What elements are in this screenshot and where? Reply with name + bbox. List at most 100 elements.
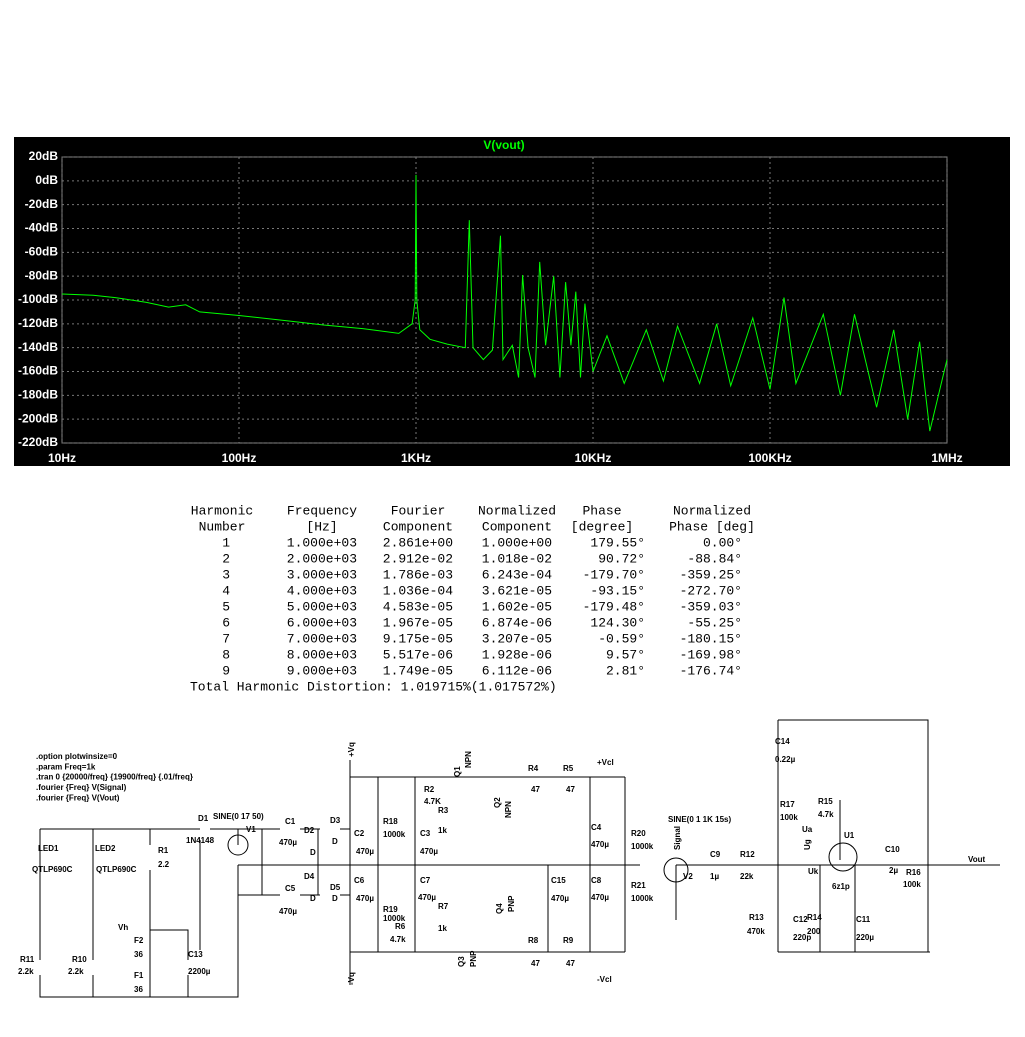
component-label: D5 [330,883,341,892]
table-cell: 1.786e-03 [383,567,453,582]
table-header: Frequency [287,503,357,518]
component-label: 100k [903,880,921,889]
component-label: NPN [504,801,513,818]
component-label: R15 [818,797,833,806]
table-cell: 1.602e-05 [482,599,552,614]
component-label: R4 [528,764,539,773]
component-label: 470µ [418,893,436,902]
table-cell: 3.207e-05 [482,631,552,646]
component-label: R8 [528,936,539,945]
table-cell: -180.15° [680,631,742,646]
y-tick-label: -120dB [18,316,58,330]
component-label: C13 [188,950,203,959]
component-label: R17 [780,800,795,809]
component-label: 470µ [591,840,609,849]
component-label: Uk [808,867,819,876]
table-cell: 3.621e-05 [482,583,552,598]
component-label: 470µ [591,893,609,902]
table-cell: 3.000e+03 [287,567,357,582]
component-label: C12 [793,915,808,924]
component-label: 47 [566,785,575,794]
component-label: D [310,894,316,903]
component-label: C14 [775,737,790,746]
table-cell: 2.912e-02 [383,551,453,566]
component-label: C15 [551,876,566,885]
component-label: D [310,848,316,857]
component-label: 1000k [383,914,406,923]
table-total: Total Harmonic Distortion: 1.019715%(1.0… [190,679,557,694]
y-tick-label: -140dB [18,340,58,354]
component-label: 2.2k [18,967,34,976]
component-label: 200 [807,927,821,936]
component-label: C1 [285,817,296,826]
table-cell: 1.036e-04 [383,583,453,598]
component-label: R20 [631,829,646,838]
component-label: C8 [591,876,602,885]
component-label: QTLP690C [96,865,137,874]
y-tick-label: -60dB [25,245,59,259]
y-tick-label: -80dB [25,268,59,282]
y-tick-label: -220dB [18,435,58,449]
component-label: LED1 [38,844,59,853]
spice-directive: .tran 0 {20000/freq} {19900/freq} {.01/f… [36,773,193,782]
component-label: Q2 [493,797,502,808]
component-label: F1 [134,971,144,980]
component-label: Vout [968,855,986,864]
component-label: 470µ [279,907,297,916]
component-label: D1 [198,814,209,823]
component-label: C3 [420,829,431,838]
component-label: R18 [383,817,398,826]
table-cell: 1.000e+00 [482,535,552,550]
table-cell: -55.25° [687,615,742,630]
table-cell: -179.48° [583,599,645,614]
component-label: 36 [134,950,143,959]
table-cell: 6 [222,615,230,630]
component-label: D [332,894,338,903]
component-label: C4 [591,823,602,832]
component-label: 2.2k [68,967,84,976]
table-cell: 4.583e-05 [383,599,453,614]
table-cell: 8.000e+03 [287,647,357,662]
table-cell: 1.928e-06 [482,647,552,662]
table-cell: 90.72° [598,551,645,566]
component-label: U1 [844,831,855,840]
x-tick-label: 100Hz [222,451,257,465]
component-label: Q1 [453,766,462,777]
table-cell: 179.55° [590,535,645,550]
table-cell: 124.30° [590,615,645,630]
component-label: R13 [749,913,764,922]
tube-u1 [828,842,858,872]
table-cell: 0.00° [703,535,742,550]
y-tick-label: -40dB [25,221,59,235]
table-header: Normalized [478,503,556,518]
component-label: 1k [438,924,447,933]
spice-directive: .fourier {Freq} V(Vout) [36,793,120,802]
component-label: C5 [285,884,296,893]
table-cell: 1.000e+03 [287,535,357,550]
source-v2 [663,857,689,883]
component-label: 1k [438,826,447,835]
y-tick-label: -180dB [18,388,58,402]
y-tick-label: -100dB [18,292,58,306]
table-cell: 5.517e-06 [383,647,453,662]
y-tick-label: -200dB [18,411,58,425]
table-cell: -359.03° [680,599,742,614]
table-cell: 6.112e-06 [482,663,552,678]
component-label: C11 [856,915,871,924]
table-cell: 9.175e-05 [383,631,453,646]
component-label: 0.22µ [775,755,796,764]
component-label: SINE(0 1 1K 15s) [668,815,731,824]
component-label: 1µ [710,872,719,881]
spice-directive: .fourier {Freq} V(Signal) [36,783,127,792]
table-header: Normalized [673,503,751,518]
component-label: R16 [906,868,921,877]
component-label: PNP [469,950,478,967]
component-label: 36 [134,985,143,994]
component-label: -Vcl [597,975,612,984]
table-cell: -179.70° [583,567,645,582]
table-cell: 4 [222,583,230,598]
table-cell: 8 [222,647,230,662]
table-header: Component [383,519,453,534]
component-label: 100k [780,813,798,822]
y-tick-label: -160dB [18,364,58,378]
